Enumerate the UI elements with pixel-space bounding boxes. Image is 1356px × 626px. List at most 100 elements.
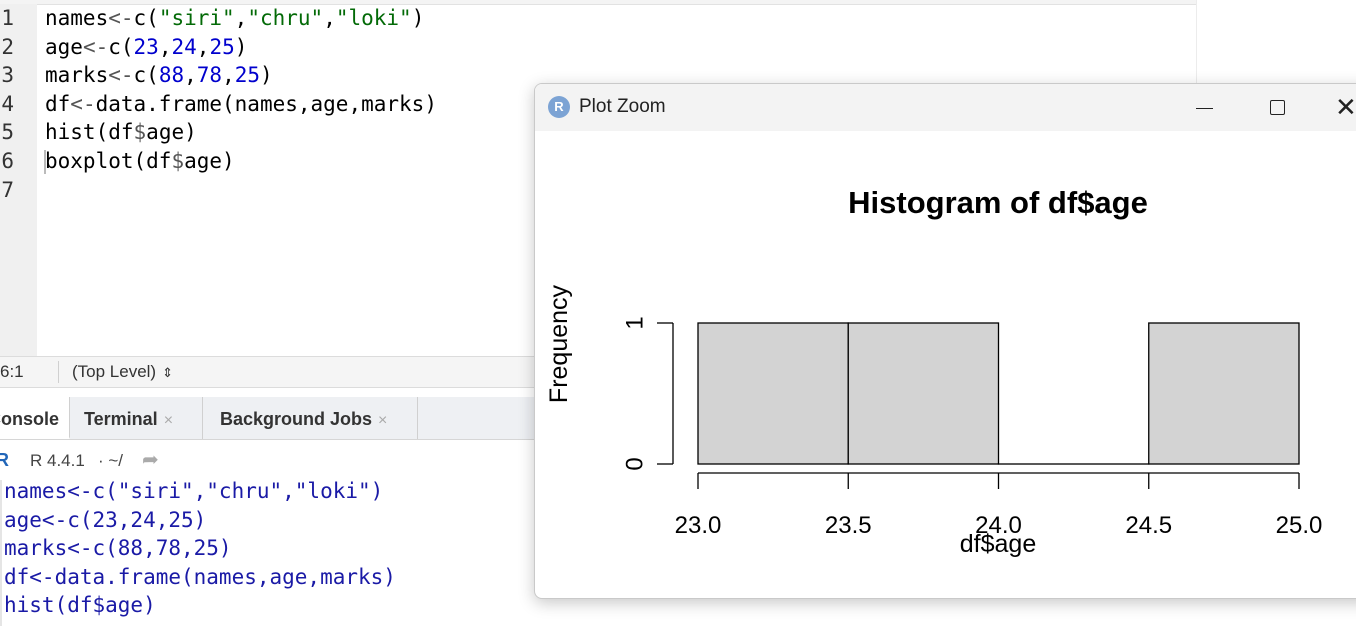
code-token: 88	[158, 63, 185, 88]
code-line[interactable]: age<-c(23,24,25)	[45, 33, 247, 61]
code-token: df	[45, 91, 71, 116]
histogram-bar	[847, 322, 1000, 465]
code-token: marks	[45, 63, 109, 88]
text-cursor	[44, 150, 46, 174]
code-token: ,	[234, 6, 248, 30]
console-header: R R 4.4.1 · ~/ ➦	[0, 443, 540, 477]
code-token: c(	[108, 34, 134, 59]
console-left-edge	[0, 480, 2, 626]
code-token: c(	[133, 6, 159, 30]
code-token: age)	[184, 149, 235, 173]
x-tick-label: 24.0	[975, 512, 1022, 539]
editor-toolbar-edge	[0, 0, 1196, 5]
line-number: 6	[1, 149, 14, 173]
code-token: 24	[171, 34, 197, 59]
code-token: ,	[323, 6, 336, 30]
r-app-icon: R	[548, 96, 570, 118]
updown-arrow-icon: ⇕	[162, 365, 174, 380]
window-title: Plot Zoom	[579, 96, 666, 117]
code-token: hist(df	[45, 120, 134, 145]
code-token: data.frame(names,age,marks)	[95, 91, 437, 116]
code-token: $	[171, 149, 185, 173]
x-tick-label: 23.0	[675, 512, 722, 539]
code-token: "siri"	[158, 6, 235, 30]
tab-console[interactable]: Console	[0, 397, 70, 439]
line-number: 1	[1, 6, 14, 30]
close-icon[interactable]: ×	[163, 412, 174, 429]
tab-background-jobs[interactable]: Background Jobs ×	[203, 397, 418, 439]
code-token: ,	[158, 34, 172, 59]
line-number: 4	[1, 91, 14, 116]
maximize-button[interactable]	[1263, 94, 1293, 122]
console-line: marks<-c(88,78,25)	[4, 536, 232, 561]
code-token: )	[411, 6, 425, 30]
window-titlebar[interactable]: R Plot Zoom ✕	[535, 84, 1356, 131]
code-token: $	[133, 120, 147, 145]
code-token: <-	[82, 34, 109, 59]
console-line: hist(df$age)	[4, 593, 156, 618]
code-line[interactable]: marks<-c(88,78,25)	[45, 61, 273, 89]
console-line: age<-c(23,24,25)	[4, 507, 207, 532]
tab-label: Background Jobs	[220, 409, 373, 429]
y-axis: 01	[621, 316, 674, 471]
r-version: R 4.4.1	[30, 451, 85, 470]
minimize-button[interactable]	[1190, 94, 1220, 122]
x-axis: 23.0 23.5 24.0 24.5 25.0	[675, 472, 1323, 539]
console-line: names<-c("siri","chru","loki")	[4, 479, 384, 503]
code-token: <-	[108, 6, 134, 30]
code-token: "loki"	[335, 6, 412, 30]
code-token: names	[45, 6, 109, 30]
code-token: ,	[196, 34, 210, 59]
console-line: df<-data.frame(names,age,marks)	[4, 564, 396, 589]
r-logo-icon: R	[0, 450, 9, 470]
code-token: <-	[70, 91, 96, 116]
working-directory[interactable]: · ~/	[98, 451, 124, 470]
y-tick-label: 1	[621, 316, 648, 329]
line-number-gutter	[0, 4, 37, 356]
x-tick-label: 23.5	[825, 512, 872, 539]
code-token: ,	[184, 63, 197, 88]
scope-label: (Top Level)	[72, 362, 157, 381]
x-tick-label: 24.5	[1125, 512, 1172, 539]
scope-selector[interactable]: (Top Level) ⇕	[72, 362, 173, 382]
code-token: c(	[133, 63, 159, 88]
code-token: "chru"	[247, 6, 324, 30]
histogram-bars	[697, 322, 1300, 465]
code-token: <-	[108, 63, 134, 88]
code-token: 25	[234, 63, 261, 88]
histogram-bar	[697, 322, 849, 465]
code-token: )	[260, 63, 273, 88]
close-window-button[interactable]: ✕	[1335, 92, 1356, 122]
histogram-bar	[1148, 322, 1300, 465]
x-tick-label: 25.0	[1276, 512, 1323, 539]
close-icon[interactable]: ×	[378, 412, 388, 429]
go-to-directory-icon[interactable]: ➦	[142, 449, 159, 471]
code-line[interactable]: hist(df$age)	[45, 118, 197, 146]
tab-terminal[interactable]: Terminal ×	[70, 397, 203, 439]
line-number: 2	[1, 34, 14, 59]
line-number: 7	[1, 177, 14, 202]
code-token: age	[45, 34, 83, 59]
code-line[interactable]: df<-data.frame(names,age,marks)	[45, 90, 437, 118]
code-token: age)	[146, 120, 197, 145]
histogram-chart: Histogram of df$age df$age Frequency 23.…	[545, 185, 1323, 558]
code-line[interactable]: boxplot(df$age)	[45, 147, 235, 175]
cursor-position: 6:1	[0, 362, 24, 381]
code-line[interactable]: names<-c("siri","chru","loki")	[45, 4, 424, 32]
code-token: 23	[133, 34, 159, 59]
status-divider	[58, 361, 59, 383]
chart-title: Histogram of df$age	[848, 185, 1148, 220]
y-axis-label: Frequency	[545, 284, 573, 403]
console-tab-bar: Console Terminal × Background Jobs ×	[0, 397, 540, 440]
code-token: ,	[222, 63, 235, 88]
line-number: 3	[1, 63, 14, 88]
tab-label: Console	[0, 409, 60, 429]
code-token: )	[234, 34, 248, 59]
line-number: 5	[1, 120, 14, 145]
code-token: boxplot(df	[45, 149, 172, 173]
tab-label: Terminal	[84, 409, 158, 429]
code-token: 25	[209, 34, 235, 59]
x-axis-label: df$age	[960, 530, 1036, 558]
code-token: 78	[196, 63, 223, 88]
plot-zoom-window[interactable]: R Plot Zoom ✕ Histogram of df$age df$age…	[534, 83, 1356, 599]
